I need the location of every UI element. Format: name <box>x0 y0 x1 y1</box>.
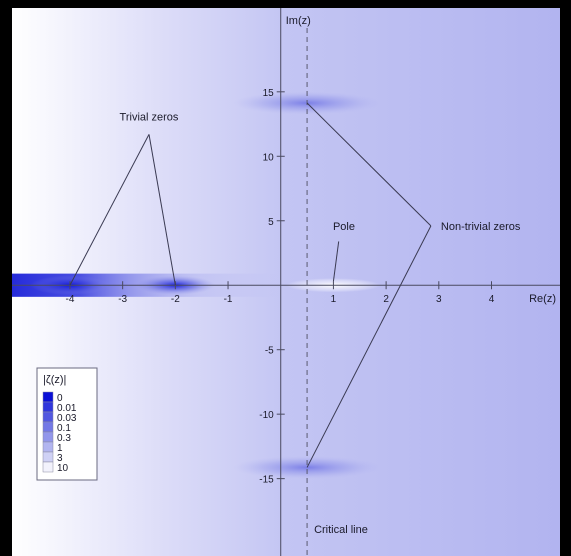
legend-swatch <box>42 461 54 473</box>
x-tick-label: 4 <box>489 294 495 305</box>
pole-pointer <box>332 241 340 282</box>
legend-swatch <box>42 401 54 413</box>
y-tick-label: -10 <box>259 410 274 421</box>
legend-item-label: 0.01 <box>57 403 77 414</box>
x-tick-label: -1 <box>224 294 233 305</box>
y-tick-label: 5 <box>268 217 274 228</box>
non-trivial-zeros-label: Non-trivial zeros <box>441 221 521 233</box>
legend-item-label: 10 <box>57 463 69 474</box>
y-tick-label: -5 <box>265 346 274 357</box>
x-tick-label: 2 <box>383 294 389 305</box>
non-trivial-zero-pointer-1 <box>306 102 432 227</box>
y-tick-label: 15 <box>263 88 275 99</box>
x-tick-label: 1 <box>331 294 337 305</box>
legend-item-label: 1 <box>57 443 63 454</box>
x-tick-label: 3 <box>436 294 442 305</box>
y-axis-title: Im(z) <box>286 15 311 27</box>
legend-swatch <box>42 431 54 443</box>
legend-item-label: 3 <box>57 453 63 464</box>
pole-label: Pole <box>333 221 355 233</box>
legend-swatch <box>42 451 54 463</box>
x-tick-label: -3 <box>118 294 127 305</box>
legend-item-label: 0 <box>57 393 63 404</box>
critical-line-label: Critical line <box>314 524 368 536</box>
legend-swatch <box>42 411 54 423</box>
x-tick-label: -4 <box>66 294 75 305</box>
x-tick-label: -2 <box>171 294 180 305</box>
legend-title: |ζ(z)| <box>43 374 66 386</box>
y-tick-label: -15 <box>259 475 274 486</box>
y-tick-label: 10 <box>263 152 275 163</box>
legend-swatch <box>42 421 54 433</box>
x-axis-title: Re(z) <box>529 293 556 305</box>
legend-swatch <box>42 441 54 453</box>
non-trivial-zero-pointer-2 <box>306 225 432 468</box>
legend-item-label: 0.1 <box>57 423 71 434</box>
legend-item-label: 0.03 <box>57 413 77 424</box>
legend-item-label: 0.3 <box>57 433 71 444</box>
trivial-zeros-label: Trivial zeros <box>120 111 179 123</box>
trivial-zero-pointer-1 <box>69 134 150 286</box>
legend-swatch <box>42 391 54 403</box>
trivial-zero-pointer-2 <box>148 134 176 286</box>
